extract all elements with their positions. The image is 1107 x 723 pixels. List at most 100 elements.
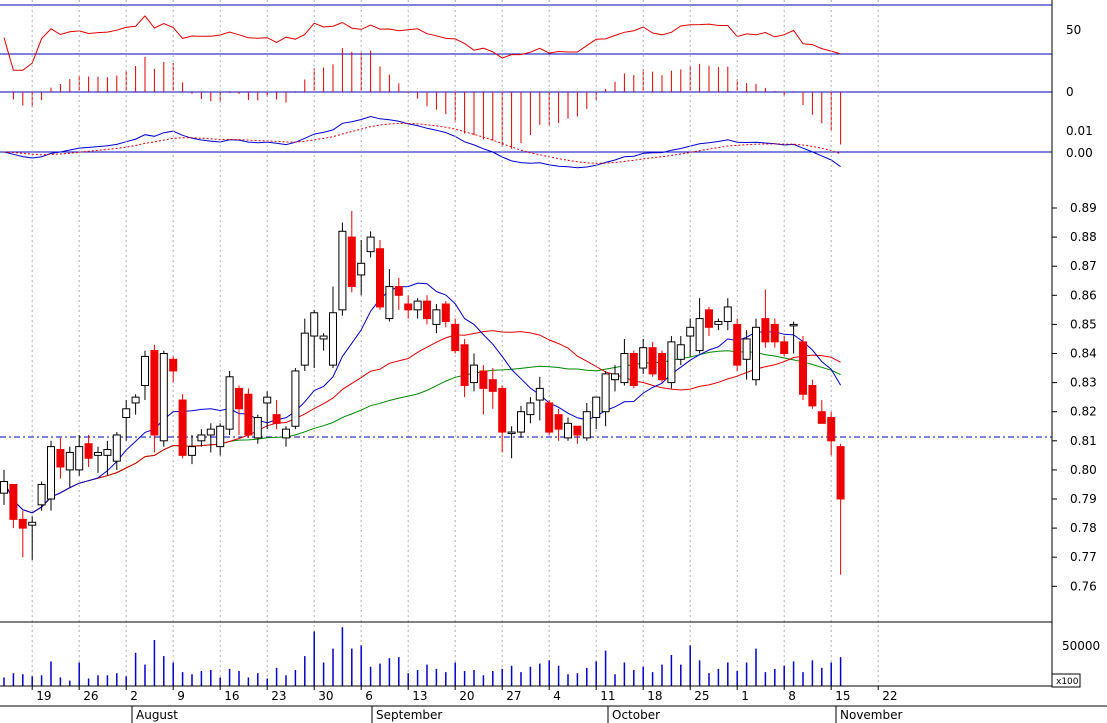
histogram-panel: 0 — [0, 48, 1074, 149]
day-label-2: 2 — [130, 689, 138, 703]
price-tick-label: 0.77 — [1070, 550, 1097, 564]
month-labels: August September October November — [131, 706, 902, 723]
candle-47 — [441, 301, 450, 328]
volume-tick-label: 50000 — [1062, 639, 1100, 653]
candle-body — [141, 355, 149, 387]
candle-15 — [141, 350, 149, 401]
candle-body — [836, 446, 845, 500]
candle-35 — [329, 286, 337, 369]
candle-20 — [188, 434, 196, 465]
candle-body — [131, 396, 140, 404]
candle-58 — [545, 400, 554, 435]
candle-38 — [357, 240, 366, 296]
day-labels: 19 26 2 9 16 23 30 6 13 20 27 4 11 18 25 1 8 15 22 — [31, 686, 897, 703]
candle-21 — [197, 429, 206, 447]
time-axis: 19 26 2 9 16 23 30 6 13 20 27 4 11 18 25 1 8 15 22 August S… — [0, 685, 1107, 723]
moving-average-green — [3, 350, 841, 514]
candle-body — [122, 408, 131, 419]
candle-53 — [498, 385, 507, 453]
moving-average-blue — [3, 282, 842, 514]
candle-body — [385, 286, 394, 320]
candle-body — [582, 411, 591, 439]
price-tick-label: 0.88 — [1070, 230, 1097, 244]
price-tick-label: 0.82 — [1070, 405, 1097, 419]
candle-31 — [291, 368, 300, 430]
candle-29 — [272, 400, 281, 430]
month-label-1: September — [376, 708, 442, 722]
candle-body — [103, 449, 112, 456]
candle-43 — [404, 295, 413, 319]
day-label-9: 20 — [459, 689, 474, 703]
price-tick-label: 0.84 — [1070, 347, 1097, 361]
candle-70 — [658, 350, 666, 383]
candle-48 — [451, 318, 460, 354]
candle-10 — [94, 446, 102, 473]
candle-body — [498, 387, 507, 433]
candle-89 — [836, 443, 845, 575]
candle-body — [573, 425, 582, 436]
candle-body — [789, 323, 798, 327]
day-label-3: 9 — [177, 689, 185, 703]
candle-16 — [150, 344, 159, 453]
candle-80 — [752, 318, 760, 386]
macd-line — [3, 115, 841, 169]
candle-body — [404, 303, 413, 311]
candle-body — [827, 417, 836, 442]
candle-body — [817, 411, 826, 424]
candle-body — [159, 353, 168, 442]
candle-42 — [394, 277, 403, 310]
candle-1 — [9, 483, 18, 529]
candle-body — [695, 318, 704, 352]
candle-13 — [122, 400, 131, 441]
day-label-13: 18 — [647, 689, 662, 703]
vertical-gridlines — [31, 0, 879, 686]
candle-body — [9, 483, 18, 520]
candle-39 — [366, 231, 375, 258]
candle-body — [366, 236, 375, 253]
candle-body — [564, 422, 572, 439]
candle-32 — [300, 318, 309, 371]
candle-9 — [84, 434, 93, 467]
candle-body — [75, 446, 84, 471]
candle-body — [554, 414, 563, 430]
candle-body — [733, 323, 742, 366]
candle-12 — [112, 432, 121, 470]
candle-body — [225, 376, 234, 430]
candle-55 — [517, 405, 525, 438]
price-tick-label: 0.78 — [1070, 521, 1097, 535]
candle-body — [394, 286, 403, 296]
candle-body — [235, 387, 243, 410]
candle-body — [282, 428, 290, 439]
candle-8 — [75, 434, 84, 476]
candle-17 — [159, 350, 168, 447]
candle-body — [263, 396, 272, 404]
candle-6 — [56, 437, 65, 479]
candle-76 — [714, 318, 723, 331]
candle-body — [517, 411, 525, 433]
candle-body — [535, 387, 544, 401]
candle-body — [780, 341, 789, 354]
candle-body — [65, 451, 74, 471]
candle-62 — [582, 402, 591, 441]
candle-77 — [723, 298, 732, 331]
month-label-0: August — [136, 708, 178, 722]
macd-signal-line — [3, 122, 841, 164]
candle-body — [329, 312, 337, 366]
candle-body — [686, 326, 695, 337]
candle-18 — [169, 356, 178, 383]
candle-69 — [648, 341, 657, 377]
candle-body — [470, 364, 478, 384]
candle-body — [723, 306, 732, 322]
day-label-18: 22 — [882, 689, 897, 703]
price-panel: 0.89 0.88 0.87 0.86 0.85 0.84 0.83 0.82 0.81 0.80… — [0, 0, 1097, 686]
candle-body — [18, 518, 27, 529]
candle-78 — [733, 318, 742, 371]
candle-body — [376, 248, 384, 308]
macd-tick-label-1: 0.01 — [1066, 124, 1093, 138]
candle-52 — [488, 368, 497, 409]
candle-25 — [235, 385, 243, 435]
day-label-0: 19 — [36, 689, 51, 703]
candle-body — [357, 262, 366, 276]
candle-88 — [827, 411, 836, 456]
